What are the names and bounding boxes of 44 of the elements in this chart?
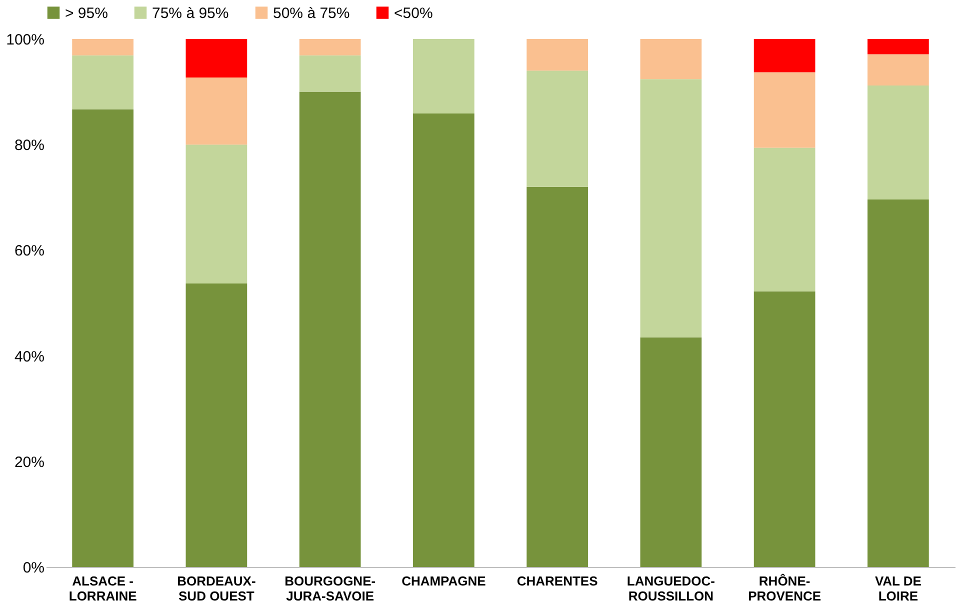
bar bbox=[526, 70, 588, 187]
bar bbox=[868, 85, 929, 200]
y-tick-label: 60% bbox=[14, 242, 44, 260]
y-tick-label: 80% bbox=[14, 137, 44, 154]
bar bbox=[754, 291, 816, 567]
bar bbox=[754, 148, 816, 292]
bar bbox=[526, 39, 588, 71]
bar bbox=[299, 92, 361, 567]
bar bbox=[640, 39, 702, 80]
legend-label: 75% à 95% bbox=[152, 4, 229, 22]
legend-label: 50% à 75% bbox=[273, 4, 350, 22]
bar bbox=[526, 186, 588, 567]
bar bbox=[754, 72, 816, 148]
legend-label: <50% bbox=[394, 4, 433, 22]
x-tick-label: CHARENTES bbox=[516, 574, 598, 588]
bar bbox=[186, 283, 248, 567]
bar bbox=[868, 39, 929, 54]
bar bbox=[754, 39, 816, 72]
bar bbox=[868, 200, 929, 567]
x-tick-label: CHAMPAGNE bbox=[402, 574, 486, 588]
x-tick-label: BOURGOGNE- JURA-SAVOIE bbox=[284, 574, 376, 604]
y-tick-label: 20% bbox=[14, 454, 44, 471]
x-tick-label: BORDEAUX- SUD OUEST bbox=[177, 574, 256, 604]
y-tick-label: 40% bbox=[14, 348, 44, 366]
bar bbox=[640, 79, 702, 338]
bar bbox=[868, 54, 929, 86]
bar bbox=[186, 144, 248, 284]
bar bbox=[299, 55, 361, 92]
bar bbox=[640, 337, 702, 567]
bar bbox=[72, 55, 134, 110]
bar bbox=[299, 39, 361, 56]
bar bbox=[186, 39, 248, 78]
bar bbox=[72, 39, 134, 56]
y-tick-label: 100% bbox=[6, 32, 44, 48]
x-tick-label: LANGUEDOC- ROUSSILLON bbox=[626, 574, 715, 604]
y-tick-label: 0% bbox=[22, 560, 44, 576]
x-tick-label: RHÔNE- PROVENCE bbox=[748, 574, 822, 604]
bar bbox=[413, 39, 474, 114]
x-tick-label: VAL DE LOIRE bbox=[874, 574, 922, 604]
bar bbox=[413, 113, 474, 567]
bar bbox=[186, 78, 248, 145]
legend-label: > 95% bbox=[65, 4, 108, 22]
x-tick-label: ALSACE - LORRAINE bbox=[68, 574, 138, 604]
bar bbox=[72, 109, 134, 567]
